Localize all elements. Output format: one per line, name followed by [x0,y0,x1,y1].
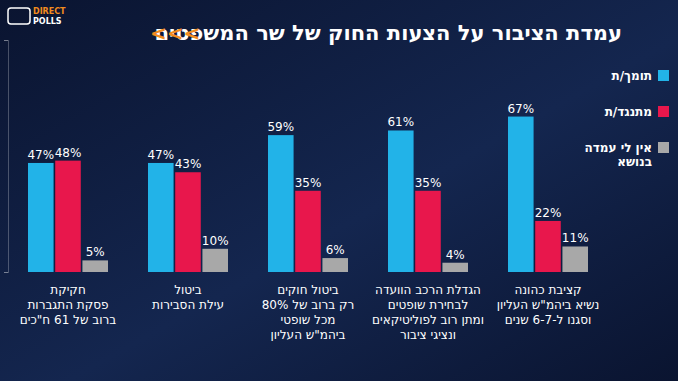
bar [415,191,441,272]
label-line: לבחירת שופטים [388,298,468,312]
y-tick-mark [4,40,8,41]
bar [28,163,54,272]
bar [175,172,201,272]
label-line: ביטול [174,283,202,297]
y-tick-mark [4,272,8,273]
label-line: רק ברוב של 80% [262,298,355,312]
label-line: ביהמ"ש העליון [271,328,346,342]
y-axis-line [4,41,9,273]
background [0,0,678,381]
bar [268,135,294,272]
bar [322,258,348,272]
y-axis [4,41,9,273]
label-line: הגדלת הרכב הוועדה [375,283,481,297]
x-tick-label: ביטול חוקיםרק ברוב של 80%מכל שופטיביהמ"ש… [262,283,355,342]
bar [442,263,468,272]
data-label: 22% [535,206,562,220]
data-labels: 47% 47% 59% 61% 67% 48% 43% 35% 35% 22% 5% 10% 6% 4% 1… [27,102,588,262]
bar [148,163,174,272]
x-tick-label: ביטולעילת הסבירות [152,283,224,312]
data-label: 35% [415,176,442,190]
logo-text: POLLS [33,17,62,26]
label-line: מכל שופטי [281,313,336,327]
legend-label: תומך/ת [611,69,652,83]
logo-text: DIRECT [33,7,66,16]
label-line: ונציגי ציבור [400,328,456,342]
legend-swatch [658,106,669,117]
label-line: אין לי עמדה [584,141,652,155]
label-line: ברוב של 61 ח"כים [20,313,116,327]
data-label: 4% [446,248,465,262]
data-label: 59% [267,120,294,134]
data-label: 43% [175,157,202,171]
legend-label: מתנגד/ת [605,105,652,119]
label-line: נשיא ביהמ"ש העליון [497,298,600,312]
bar [535,221,561,272]
data-label: 47% [27,148,54,162]
legend-swatch [658,70,669,81]
data-label: 11% [562,231,589,245]
data-label: 5% [86,245,105,259]
label-line: תומך/ת [611,69,652,83]
data-label: 48% [55,146,82,160]
label-line: פסקת התגברות [27,298,108,312]
y-tick [4,272,8,273]
bars [28,117,588,272]
bar [82,260,108,272]
data-label: 61% [387,115,414,129]
x-tick-label: הגדלת הרכב הוועדהלבחירת שופטיםומתן רוב ל… [372,283,484,342]
data-label: 67% [507,102,534,116]
x-labels: חקיקתפסקת התגברותברוב של 61 ח"כים ביטולעי… [20,283,600,342]
legend-swatch [658,142,669,153]
logo-icon [8,8,30,24]
data-label: 35% [295,176,322,190]
data-label: 10% [202,234,229,248]
x-tick-label: חקיקתפסקת התגברותברוב של 61 ח"כים [20,283,116,327]
title: עמדת הציבור על הצעות החוק של שר המשפטים [154,21,622,45]
label-line: קציבת כהונה [514,283,581,297]
label-line: ביטול חוקים [277,283,339,297]
data-label: 47% [147,148,174,162]
y-tick [4,40,8,41]
data-label: 6% [326,243,345,257]
bar [508,117,534,272]
bar [562,246,588,272]
chart: DIRECTPOLLS עמדת הציבור על הצעות החוק של … [0,0,678,381]
label-line: מתנגד/ת [605,105,652,119]
bar [295,191,321,272]
legend-label: אין לי עמדהבנושא [584,141,652,169]
label-line: ומתן רוב לפוליטיקאים [372,313,484,327]
bar [388,130,414,272]
bar [202,249,228,272]
label-line: וסגנו ל-6-7 שנים [505,313,591,327]
x-tick-label: קציבת כהונהנשיא ביהמ"ש העליוןוסגנו ל-6-7… [497,283,600,327]
label-line: עילת הסבירות [152,298,224,312]
bar [55,161,81,272]
label-line: חקיקת [50,283,85,297]
title-arrows: <<< [150,21,200,45]
legend: תומך/ת מתנגד/ת אין לי עמדהבנושא [584,69,669,169]
label-line: בנושא [617,155,652,169]
